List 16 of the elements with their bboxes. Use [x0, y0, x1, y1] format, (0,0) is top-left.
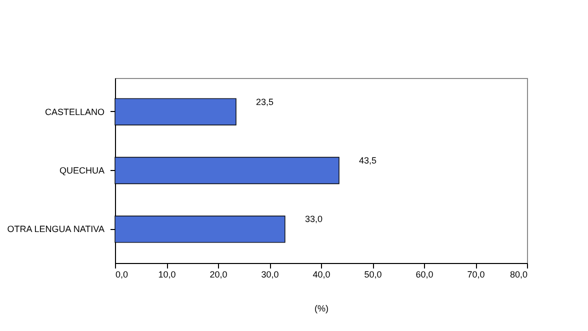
x-tick-label: 70,0 [467, 270, 485, 280]
y-tick-label: QUECHUA [59, 166, 104, 176]
data-label: 33,0 [304, 214, 322, 224]
x-tick-label: 50,0 [364, 270, 382, 280]
x-tick-label: 10,0 [158, 270, 176, 280]
x-tick-label: 60,0 [416, 270, 434, 280]
x-tick-label: 80,0 [510, 270, 528, 280]
x-tick-label: 0,0 [116, 270, 128, 280]
x-tick-label: 40,0 [312, 270, 330, 280]
data-label: 23,5 [256, 96, 274, 107]
x-tick-label: 30,0 [261, 270, 279, 280]
x-axis-title: (%) [314, 304, 328, 314]
y-tick-label: OTRA LENGUA NATIVA [7, 224, 104, 234]
y-tick-label: CASTELLANO [44, 106, 104, 117]
x-tick-label: 20,0 [210, 270, 228, 280]
data-label: 43,5 [359, 156, 377, 166]
